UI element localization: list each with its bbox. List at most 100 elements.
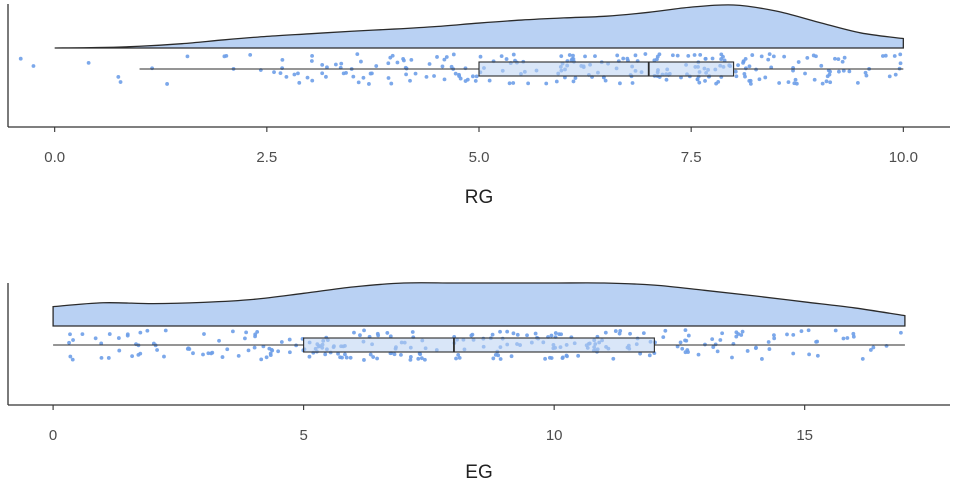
data-point <box>268 351 273 356</box>
data-point <box>675 53 680 58</box>
data-point <box>791 332 796 337</box>
data-point <box>847 69 852 74</box>
data-point <box>70 357 75 362</box>
data-point <box>647 353 652 358</box>
data-point <box>230 329 235 334</box>
data-point <box>413 71 418 76</box>
data-point <box>367 82 371 86</box>
data-point <box>767 52 772 57</box>
data-point <box>833 328 838 333</box>
data-point <box>791 68 795 73</box>
data-point <box>125 332 130 337</box>
data-point <box>320 62 325 67</box>
data-point <box>99 341 104 346</box>
data-point <box>138 330 143 335</box>
data-point <box>419 356 424 361</box>
data-point <box>424 75 429 79</box>
data-point <box>463 66 468 71</box>
data-point <box>442 57 447 62</box>
data-point <box>750 53 755 57</box>
raincloud-panel-rg: 0.0 2.5 5.0 7.5 10.0 RG <box>7 4 950 208</box>
data-point <box>320 71 325 76</box>
data-point <box>695 77 700 82</box>
data-point <box>374 64 379 68</box>
data-point <box>376 333 381 338</box>
data-point <box>777 81 782 85</box>
data-point <box>754 345 758 350</box>
data-point <box>163 328 168 333</box>
data-point <box>803 71 807 76</box>
data-point <box>719 52 724 57</box>
data-point <box>217 338 221 343</box>
data-point <box>692 53 697 57</box>
data-point <box>423 357 427 362</box>
data-point <box>745 349 750 353</box>
data-point <box>392 352 397 357</box>
data-point <box>772 336 777 341</box>
data-point <box>509 354 514 359</box>
data-point <box>734 330 739 335</box>
data-point <box>819 63 824 68</box>
data-point <box>628 331 632 336</box>
data-point <box>224 53 229 58</box>
density-half-violin <box>54 4 904 49</box>
data-point <box>892 54 897 58</box>
data-point <box>206 351 211 356</box>
data-point <box>465 77 470 82</box>
data-point <box>663 328 668 333</box>
x-axis-title: EG <box>465 462 492 483</box>
data-point <box>389 81 394 86</box>
data-point-outlier <box>31 64 36 68</box>
data-point <box>351 74 356 79</box>
data-point <box>333 62 338 67</box>
data-point <box>836 57 841 61</box>
data-point <box>310 53 314 58</box>
data-point <box>409 57 414 62</box>
data-point <box>498 357 503 361</box>
data-point <box>630 81 635 85</box>
data-point <box>678 340 683 345</box>
data-point <box>395 60 400 65</box>
data-point <box>474 74 479 79</box>
data-point <box>490 332 495 337</box>
data-point <box>130 354 135 359</box>
data-point <box>362 328 366 333</box>
data-point <box>264 355 269 360</box>
raincloud-panel-eg: 0 5 10 15 EG <box>7 282 950 483</box>
data-point <box>711 345 716 349</box>
data-point <box>815 353 820 358</box>
data-point <box>741 60 745 65</box>
data-point <box>871 345 876 350</box>
data-point <box>145 328 150 333</box>
data-point <box>766 340 771 344</box>
data-point <box>162 354 166 359</box>
data-point <box>799 329 804 334</box>
data-point <box>710 337 715 342</box>
data-point <box>339 61 344 66</box>
data-point <box>686 333 691 338</box>
data-point <box>361 75 366 80</box>
data-point <box>771 54 776 59</box>
data-point <box>80 332 85 337</box>
data-point <box>368 352 373 357</box>
data-point <box>348 355 353 360</box>
data-point <box>559 332 564 337</box>
data-point <box>116 336 121 340</box>
data-point <box>893 72 898 77</box>
data-point <box>786 80 791 85</box>
data-point <box>603 78 608 83</box>
x-tick-label: 0 <box>49 427 57 444</box>
data-point <box>185 347 190 351</box>
data-point <box>739 333 744 337</box>
data-point <box>511 331 516 336</box>
data-point <box>733 69 738 74</box>
data-point <box>696 352 701 357</box>
data-point <box>828 80 833 85</box>
data-point <box>763 75 768 80</box>
data-point <box>698 53 703 57</box>
data-point <box>297 80 302 85</box>
data-point <box>505 329 510 334</box>
data-point <box>296 71 300 76</box>
data-point <box>416 356 421 361</box>
data-point <box>554 79 559 84</box>
